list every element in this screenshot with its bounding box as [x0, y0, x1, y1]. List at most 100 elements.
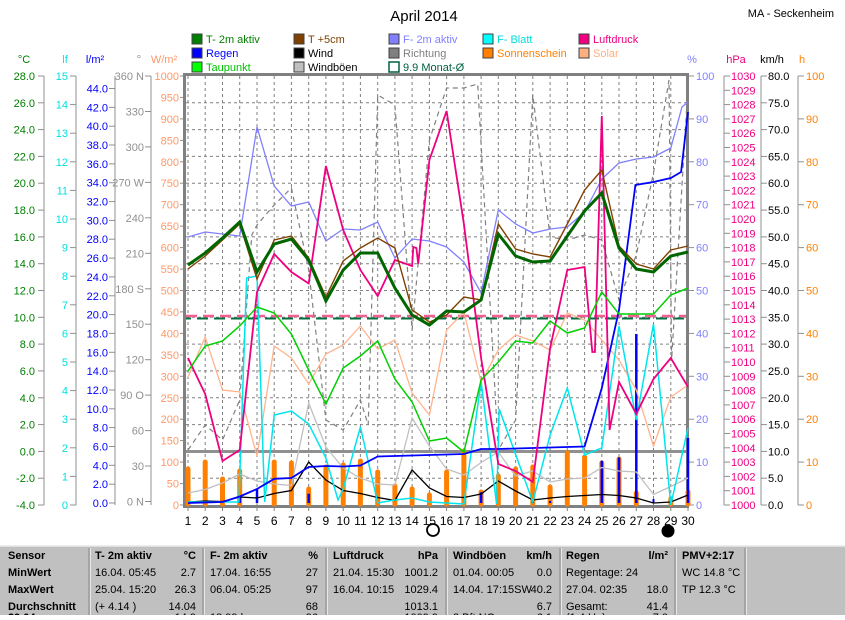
svg-text:22: 22: [543, 514, 557, 528]
svg-text:100: 100: [806, 71, 824, 83]
svg-text:38.0: 38.0: [87, 140, 108, 152]
svg-text:28.0: 28.0: [87, 234, 108, 246]
svg-text:Windböen: Windböen: [308, 62, 358, 74]
svg-text:3: 3: [219, 514, 226, 528]
svg-text:1: 1: [185, 514, 192, 528]
svg-text:200: 200: [161, 414, 179, 426]
svg-text:l/m²: l/m²: [86, 54, 105, 66]
svg-text:14: 14: [56, 100, 68, 112]
svg-text:10.0: 10.0: [87, 404, 108, 416]
svg-text:1012: 1012: [731, 328, 755, 340]
svg-text:45.0: 45.0: [768, 259, 789, 271]
svg-text:14.0: 14.0: [87, 366, 108, 378]
svg-text:01.04. 00:05: 01.04. 00:05: [453, 567, 514, 579]
svg-text:21: 21: [526, 514, 540, 528]
svg-text:17: 17: [457, 514, 471, 528]
svg-text:Regen: Regen: [206, 48, 238, 60]
svg-text:18: 18: [474, 514, 488, 528]
svg-text:13: 13: [388, 514, 402, 528]
svg-text:10: 10: [696, 457, 708, 469]
svg-text:1006: 1006: [731, 414, 755, 426]
svg-text:°C: °C: [184, 550, 196, 562]
svg-text:30: 30: [806, 371, 818, 383]
svg-text:11: 11: [354, 514, 367, 528]
svg-text:23: 23: [561, 514, 575, 528]
svg-text:0: 0: [62, 500, 68, 512]
svg-text:8.0: 8.0: [93, 423, 108, 435]
svg-text:0: 0: [173, 500, 179, 512]
svg-text:28: 28: [647, 514, 661, 528]
svg-text:1018: 1018: [731, 243, 755, 255]
svg-text:20.0: 20.0: [87, 310, 108, 322]
svg-text:90: 90: [696, 114, 708, 126]
svg-text:April 2014: April 2014: [390, 8, 458, 25]
svg-text:Richtung: Richtung: [403, 48, 446, 60]
svg-text:11: 11: [57, 185, 68, 197]
svg-text:F- Blatt: F- Blatt: [497, 34, 532, 46]
svg-text:120: 120: [126, 355, 144, 367]
svg-text:%: %: [308, 550, 318, 562]
svg-text:0.0: 0.0: [93, 498, 108, 510]
svg-text:1020: 1020: [731, 214, 755, 226]
svg-text:l/m²: l/m²: [648, 550, 668, 562]
svg-text:26.0: 26.0: [14, 98, 35, 110]
svg-text:150: 150: [126, 319, 144, 331]
svg-text:800: 800: [161, 157, 179, 169]
svg-text:3: 3: [62, 414, 68, 426]
svg-text:20: 20: [696, 414, 708, 426]
svg-text:1026: 1026: [731, 128, 755, 140]
svg-text:4: 4: [62, 386, 68, 398]
svg-text:0.0: 0.0: [537, 567, 552, 579]
svg-text:30: 30: [132, 461, 144, 473]
svg-text:55.0: 55.0: [768, 205, 789, 217]
svg-text:30: 30: [696, 371, 708, 383]
svg-text:1005: 1005: [731, 429, 755, 441]
svg-text:7: 7: [62, 300, 68, 312]
svg-text:20: 20: [509, 514, 523, 528]
svg-text:(+ 4.14 ): (+ 4.14 ): [95, 601, 136, 613]
svg-text:18.0: 18.0: [87, 328, 108, 340]
svg-text:km/h: km/h: [760, 54, 784, 66]
svg-text:1019: 1019: [731, 228, 755, 240]
svg-text:1014: 1014: [731, 300, 755, 312]
svg-text:Sensor: Sensor: [8, 550, 46, 562]
svg-text:1028: 1028: [731, 100, 755, 112]
svg-text:2: 2: [202, 514, 209, 528]
svg-text:400: 400: [161, 328, 179, 340]
svg-text:250: 250: [161, 393, 179, 405]
svg-text:0.0: 0.0: [768, 500, 783, 512]
svg-text:12: 12: [371, 514, 385, 528]
svg-text:1013: 1013: [731, 314, 755, 326]
svg-text:210: 210: [126, 248, 144, 260]
svg-text:27: 27: [630, 514, 644, 528]
svg-text:60.0: 60.0: [768, 178, 789, 190]
svg-text:20: 20: [806, 414, 818, 426]
svg-text:20.0: 20.0: [768, 393, 789, 405]
svg-text:T +5cm: T +5cm: [308, 34, 345, 46]
svg-text:40.0: 40.0: [87, 121, 108, 133]
svg-text:WC 14.8 °C: WC 14.8 °C: [682, 567, 740, 579]
svg-text:16.0: 16.0: [87, 347, 108, 359]
svg-text:40.0: 40.0: [768, 286, 789, 298]
svg-text:60: 60: [132, 426, 144, 438]
svg-text:27: 27: [306, 567, 318, 579]
svg-text:Luftdruck: Luftdruck: [593, 34, 639, 46]
svg-text:650: 650: [161, 221, 179, 233]
svg-text:5: 5: [254, 514, 261, 528]
svg-text:150: 150: [161, 436, 179, 448]
svg-text:97: 97: [306, 584, 318, 596]
svg-text:1010: 1010: [731, 357, 755, 369]
svg-text:10.0: 10.0: [14, 312, 35, 324]
svg-text:Gesamt:: Gesamt:: [566, 601, 608, 613]
svg-text:90: 90: [806, 114, 818, 126]
svg-text:9: 9: [62, 243, 68, 255]
svg-text:32.0: 32.0: [87, 197, 108, 209]
svg-text:28.0: 28.0: [14, 71, 35, 83]
svg-text:1011: 1011: [731, 343, 755, 355]
svg-text:50.0: 50.0: [768, 232, 789, 244]
svg-text:10.0: 10.0: [768, 446, 789, 458]
svg-text:MA - Seckenheim: MA - Seckenheim: [748, 8, 834, 20]
svg-text:14.04. 17:15SW: 14.04. 17:15SW: [453, 584, 533, 596]
svg-text:0 N: 0 N: [127, 497, 144, 509]
svg-text:8: 8: [62, 271, 68, 283]
